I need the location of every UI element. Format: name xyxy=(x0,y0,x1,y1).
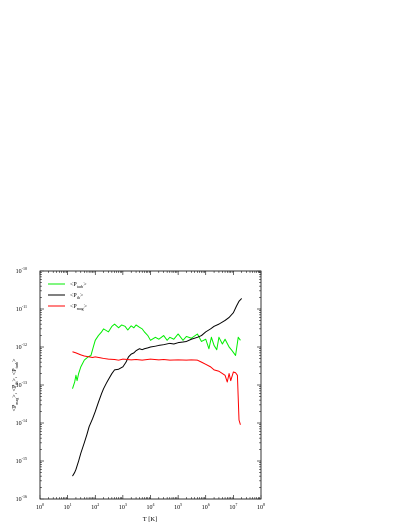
y-axis-title-text: <Pmag>, <Pth>, <Pturb> xyxy=(12,358,19,411)
x-tick-label: 106 xyxy=(202,502,210,511)
x-axis-title: T [K] xyxy=(143,516,158,523)
series-line-mag xyxy=(72,351,241,425)
x-tick-label: 102 xyxy=(91,502,99,511)
y-tick-label: 10-13 xyxy=(16,380,27,389)
series-layer xyxy=(72,298,243,477)
x-tick-label: 107 xyxy=(229,502,237,511)
y-tick-label: 10-10 xyxy=(16,266,27,275)
x-tick-label: 103 xyxy=(119,502,127,511)
y-tick-label: 10-12 xyxy=(16,342,27,351)
legend-label-th: <Pth> xyxy=(70,293,84,300)
tick-labels-layer: 100 101 102 103 104 105 106 107 108 10-16 10-15 10-… xyxy=(16,266,265,511)
x-tick-label: 104 xyxy=(147,502,155,511)
y-tick-label: 10-11 xyxy=(16,304,27,313)
x-tick-label: 100 xyxy=(36,502,44,511)
y-tick-label: 10-16 xyxy=(16,494,27,503)
y-tick-label: 10-15 xyxy=(16,456,27,465)
legend-label-mag: <Pmag> xyxy=(70,304,88,311)
x-tick-label: 101 xyxy=(64,502,72,511)
x-tick-label: 108 xyxy=(257,502,265,511)
ticks-layer xyxy=(39,270,262,500)
series-line-turb xyxy=(72,323,241,389)
legend-label-turb: <Pturb> xyxy=(70,282,87,289)
series-line-th xyxy=(72,298,243,477)
y-axis-title: <Pmag>, <Pth>, <Pturb> xyxy=(12,358,19,411)
legend: <Pturb> <Pth> <Pmag> xyxy=(48,282,88,311)
y-tick-label: 10-14 xyxy=(16,418,27,427)
x-tick-label: 105 xyxy=(174,502,182,511)
